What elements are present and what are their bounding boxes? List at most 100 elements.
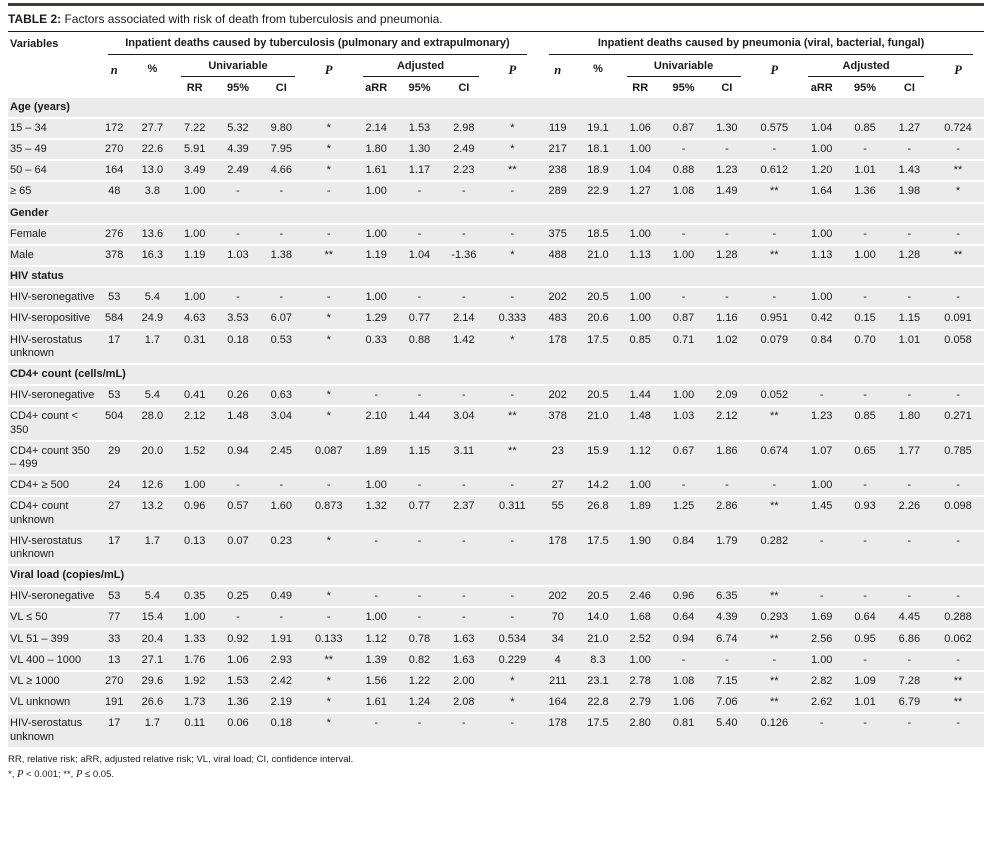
data-cell: 2.45 bbox=[259, 440, 303, 477]
data-cell: - bbox=[216, 223, 260, 246]
data-cell: 1.00 bbox=[173, 475, 217, 498]
data-cell: - bbox=[216, 475, 260, 498]
data-cell: 1.52 bbox=[173, 440, 217, 477]
data-cell: 4.39 bbox=[705, 607, 749, 630]
data-cell: 2.62 bbox=[800, 692, 844, 715]
data-cell: 0.77 bbox=[397, 496, 442, 532]
data-cell: 26.8 bbox=[577, 496, 619, 532]
data-cell: 1.89 bbox=[354, 440, 398, 477]
article-table-page: TABLE 2: Factors associated with risk of… bbox=[0, 3, 992, 794]
table-row: HIV-seronegative 53 5.4 1.00- - -1.00- - -202 20… bbox=[8, 287, 984, 310]
data-cell: 17 bbox=[96, 713, 132, 749]
data-cell: - bbox=[441, 385, 487, 408]
table-row: HIV-serostatus unknown 17 1.7 0.13 0.07 0.23 *… bbox=[8, 530, 984, 567]
data-cell: 5.4 bbox=[131, 586, 174, 609]
data-cell: 0.133 bbox=[302, 628, 355, 651]
data-cell: - bbox=[705, 138, 749, 162]
data-cell: 0.87 bbox=[661, 117, 706, 140]
row-label: VL unknown bbox=[8, 692, 97, 715]
data-cell: 1.02 bbox=[705, 329, 749, 366]
data-cell: - bbox=[886, 385, 933, 408]
data-cell: 1.00 bbox=[843, 244, 887, 268]
row-label: VL ≤ 50 bbox=[8, 607, 97, 630]
data-cell: 24 bbox=[96, 475, 132, 498]
data-cell: - bbox=[486, 530, 539, 567]
data-cell: 1.44 bbox=[618, 385, 662, 408]
data-cell: 7.06 bbox=[705, 692, 749, 715]
data-cell: 17 bbox=[96, 530, 132, 567]
data-cell: - bbox=[259, 181, 303, 204]
p-label: P bbox=[770, 63, 779, 78]
footnote-text: < 0.001; **, bbox=[23, 769, 76, 781]
group-header-pneumonia-text: Inpatient deaths caused by pneumonia (vi… bbox=[549, 35, 973, 56]
data-cell: * bbox=[486, 671, 539, 694]
data-cell: 1.00 bbox=[173, 223, 217, 246]
data-cell: 1.43 bbox=[886, 160, 933, 183]
data-cell: 1.03 bbox=[216, 244, 260, 268]
data-cell: - bbox=[932, 287, 984, 310]
data-cell: - bbox=[441, 530, 487, 567]
data-cell: 55 bbox=[538, 496, 578, 532]
data-cell: 0.11 bbox=[173, 713, 217, 749]
data-cell: 0.785 bbox=[932, 440, 984, 477]
data-cell: 22.9 bbox=[577, 181, 619, 204]
data-cell: - bbox=[216, 181, 260, 204]
data-cell: 1.13 bbox=[800, 244, 844, 268]
data-cell: - bbox=[661, 287, 706, 310]
data-cell: 1.27 bbox=[618, 181, 662, 204]
data-cell: 0.087 bbox=[302, 440, 355, 477]
data-cell: - bbox=[705, 649, 749, 673]
data-cell: 3.11 bbox=[441, 440, 487, 477]
data-cell: * bbox=[302, 385, 355, 408]
data-cell: * bbox=[302, 671, 355, 694]
data-cell: 270 bbox=[96, 138, 132, 162]
n-label: n bbox=[554, 63, 562, 78]
data-cell: - bbox=[354, 713, 398, 749]
section-row: Gender bbox=[8, 202, 984, 225]
data-cell: 6.86 bbox=[886, 628, 933, 651]
data-cell: 1.00 bbox=[354, 475, 398, 498]
data-cell: - bbox=[800, 586, 844, 609]
data-cell: 26.6 bbox=[131, 692, 174, 715]
data-cell: 5.40 bbox=[705, 713, 749, 749]
table-row: VL unknown 191 26.6 1.73 1.36 2.19 * 1.61 1.24 2.… bbox=[8, 692, 984, 715]
footnote-significance: *, P < 0.001; **, P ≤ 0.05. bbox=[8, 767, 984, 783]
data-cell: 1.00 bbox=[618, 475, 662, 498]
data-cell: 0.229 bbox=[486, 649, 539, 673]
row-label: CD4+ count unknown bbox=[8, 496, 97, 532]
data-cell: 1.60 bbox=[259, 496, 303, 532]
data-cell: 2.82 bbox=[800, 671, 844, 694]
data-cell: * bbox=[302, 160, 355, 183]
data-cell: 17 bbox=[96, 329, 132, 366]
data-cell: - bbox=[486, 586, 539, 609]
table-row: VL 51 – 399 33 20.4 1.33 0.92 1.91 0.133 1.12 0.… bbox=[8, 628, 984, 651]
data-cell: - bbox=[661, 475, 706, 498]
data-cell: * bbox=[932, 181, 984, 204]
data-cell: - bbox=[932, 223, 984, 246]
row-label: VL 400 – 1000 bbox=[8, 649, 97, 673]
adjusted-label: Adjusted bbox=[362, 60, 479, 78]
data-cell: - bbox=[354, 385, 398, 408]
data-cell: 0.82 bbox=[397, 649, 442, 673]
data-cell: 1.00 bbox=[618, 138, 662, 162]
data-cell: 1.27 bbox=[886, 117, 933, 140]
data-cell: - bbox=[397, 713, 442, 749]
data-cell: 0.67 bbox=[661, 440, 706, 477]
data-cell: 1.80 bbox=[354, 138, 398, 162]
data-cell: 178 bbox=[538, 329, 578, 366]
data-cell: 2.86 bbox=[705, 496, 749, 532]
data-cell: 12.6 bbox=[131, 475, 174, 498]
data-cell: 13.2 bbox=[131, 496, 174, 532]
data-cell: 0.88 bbox=[397, 329, 442, 366]
data-cell: 5.4 bbox=[131, 385, 174, 408]
data-cell: - bbox=[705, 223, 749, 246]
data-cell: 34 bbox=[538, 628, 578, 651]
data-cell: - bbox=[748, 223, 801, 246]
data-cell: 2.52 bbox=[618, 628, 662, 651]
table-row: CD4+ ≥ 500 24 12.6 1.00- - -1.00- - -27 14.2 1.00… bbox=[8, 475, 984, 498]
data-cell: ** bbox=[932, 692, 984, 715]
data-cell: 0.64 bbox=[843, 607, 887, 630]
data-cell: 1.04 bbox=[397, 244, 442, 268]
data-cell: 1.64 bbox=[800, 181, 844, 204]
data-cell: - bbox=[886, 138, 933, 162]
